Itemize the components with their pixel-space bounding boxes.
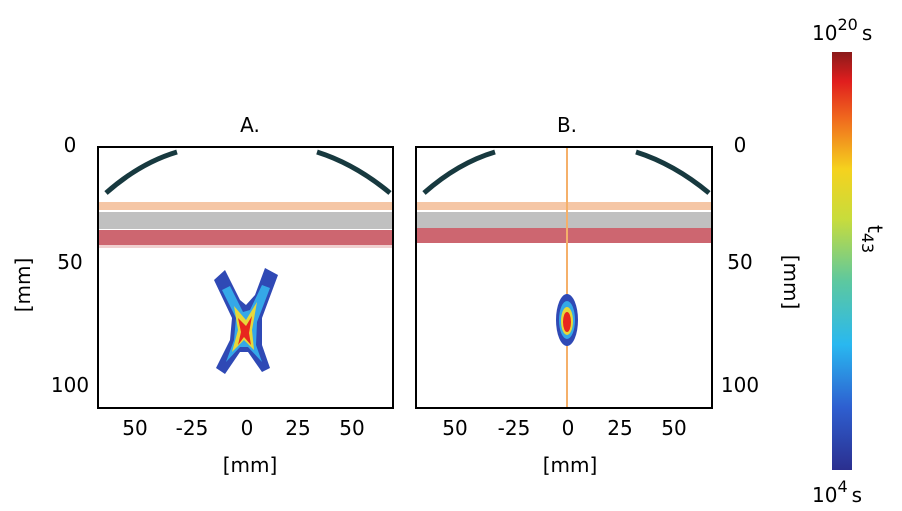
colorbar-gradient: [832, 52, 852, 470]
layer: [416, 202, 712, 210]
y-tick-label: 50: [727, 250, 752, 274]
x-tick-label: 0: [562, 416, 575, 440]
y-tick-label: 100: [51, 373, 89, 397]
layer: [98, 245, 393, 248]
x-tick-label: 25: [607, 416, 632, 440]
panel-a: A. [mm] [mm]: [11, 113, 394, 477]
x-tick-label: 25: [285, 416, 310, 440]
x-tick-label: 0: [241, 416, 254, 440]
heat-blob: [556, 294, 578, 346]
panel-b: B. [mm] [mm]: [415, 113, 803, 477]
y-tick-label: 0: [734, 133, 747, 157]
x-tick-label: 50: [442, 416, 467, 440]
x-tick-label: 50: [122, 416, 147, 440]
plot-frame: [415, 146, 713, 409]
y-tick-label: 100: [721, 373, 759, 397]
x-axis-label: [mm]: [543, 453, 598, 477]
x-tick-label: -25: [176, 416, 209, 440]
arc: [104, 149, 178, 195]
colorbar: 1020 s 104 s t43: [812, 15, 887, 507]
x-tick-label: -25: [498, 416, 531, 440]
plot-frame: [97, 146, 394, 409]
arc: [316, 149, 392, 195]
arc: [422, 149, 496, 195]
x-axis-label: [mm]: [223, 453, 278, 477]
y-tick-label: 50: [57, 250, 82, 274]
layer: [98, 230, 393, 245]
heat-blob: [214, 268, 278, 374]
colorbar-max: 1020 s: [812, 15, 872, 45]
arc: [635, 149, 711, 195]
y-tick-label: 0: [64, 133, 77, 157]
layer: [416, 228, 712, 243]
y-axis-label: [mm]: [779, 255, 803, 310]
layer: [98, 212, 393, 229]
x-tick-label: 50: [661, 416, 686, 440]
panel-title: B.: [557, 113, 577, 137]
colorbar-min: 104 s: [812, 477, 862, 507]
layer: [98, 202, 393, 210]
x-tick-label: 50: [339, 416, 364, 440]
colorbar-label: t43: [858, 225, 887, 253]
panel-title: A.: [240, 113, 260, 137]
layer: [416, 212, 712, 229]
y-axis-label: [mm]: [11, 258, 35, 313]
